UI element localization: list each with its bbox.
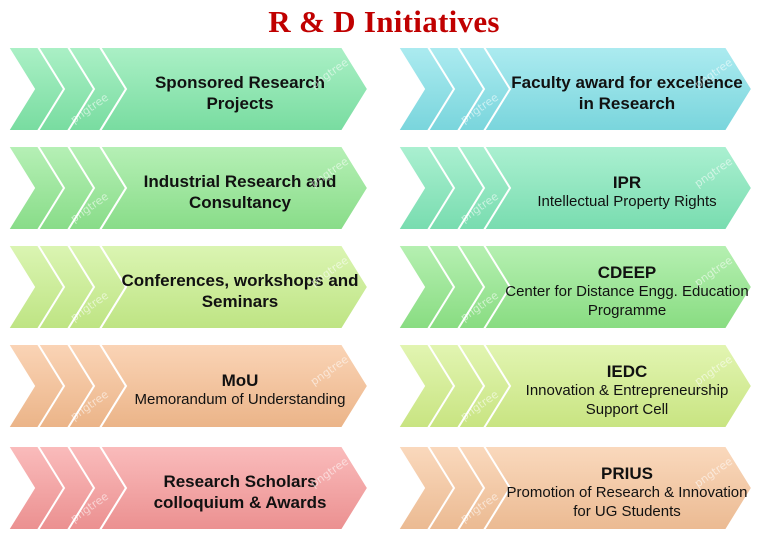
chevron-graphic bbox=[6, 343, 370, 429]
chevron-graphic bbox=[6, 244, 370, 330]
main-chevron bbox=[98, 244, 370, 330]
main-chevron bbox=[482, 343, 754, 429]
page-title: R & D Initiatives bbox=[268, 4, 500, 39]
initiative-heading: Industrial Research and Consultancy bbox=[143, 171, 337, 212]
initiative-heading: Research Scholars colloquium & Awards bbox=[153, 471, 327, 512]
main-chevron bbox=[482, 46, 754, 132]
chevron-graphic bbox=[396, 445, 754, 531]
initiative-heading: PRIUS bbox=[601, 463, 653, 483]
chevron-graphic bbox=[6, 46, 370, 132]
initiative-heading: Sponsored Research Projects bbox=[154, 72, 326, 113]
initiative-heading: Conferences, workshops and Seminars bbox=[121, 270, 359, 311]
main-chevron bbox=[98, 445, 370, 531]
main-chevron bbox=[98, 46, 370, 132]
main-chevron bbox=[482, 145, 754, 231]
main-chevron bbox=[482, 244, 754, 330]
initiative-heading: CDEEP bbox=[597, 262, 657, 282]
initiative-subtext: Promotion of Research & Innovation for U… bbox=[506, 483, 748, 520]
initiative-heading: IEDC bbox=[606, 361, 648, 381]
chevron-graphic bbox=[396, 145, 754, 231]
chevron-graphic bbox=[396, 46, 754, 132]
chevron-graphic bbox=[6, 145, 370, 231]
initiative-heading: Faculty award for excellence in Research bbox=[511, 72, 743, 113]
chevron-graphic bbox=[396, 244, 754, 330]
chevron-graphic bbox=[396, 343, 754, 429]
initiative-heading: MoU bbox=[221, 371, 259, 390]
initiative-subtext: Memorandum of Understanding bbox=[134, 391, 346, 409]
initiative-subtext: Center for Distance Engg. Education Prog… bbox=[505, 282, 749, 319]
main-chevron bbox=[482, 445, 754, 531]
initiative-subtext: Innovation & Entrepreneurship Support Ce… bbox=[525, 381, 729, 418]
initiative-heading: IPR bbox=[612, 173, 642, 192]
initiative-subtext: Intellectual Property Rights bbox=[537, 193, 717, 211]
main-chevron bbox=[98, 343, 370, 429]
main-chevron bbox=[98, 145, 370, 231]
chevron-graphic bbox=[6, 445, 370, 531]
